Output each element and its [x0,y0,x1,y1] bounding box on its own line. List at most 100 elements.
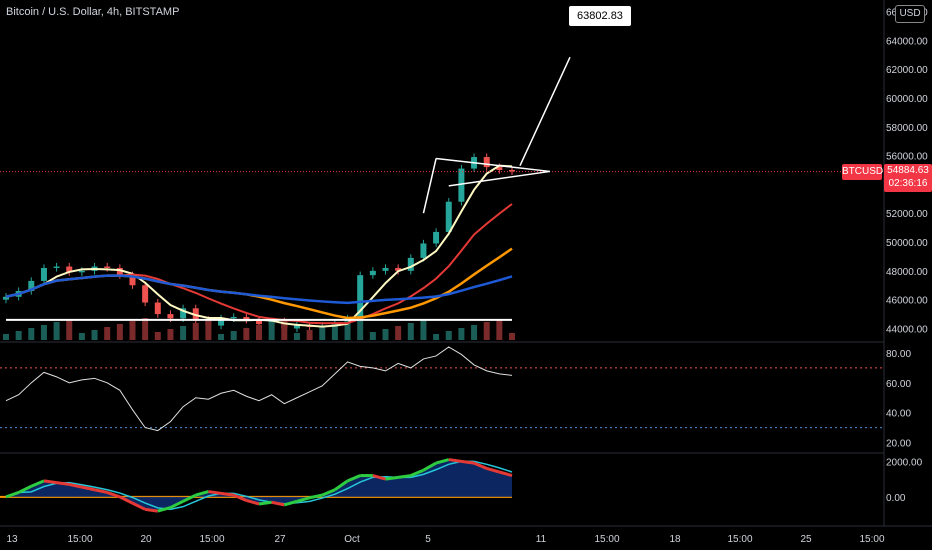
candle-body [433,231,440,244]
volume-bar [154,332,161,340]
macd-line-segment [131,501,146,511]
volume-bar [104,327,111,340]
time-tick-label: 25 [800,534,812,545]
volume-bar [268,322,275,340]
flagpole-line [422,158,437,214]
last-price-badge: 54884.63 02:36:16 [884,164,932,192]
time-tick-label: 15:00 [727,534,752,545]
price-tick-label: 60000.00 [886,94,928,105]
macd-line-segment [422,461,437,472]
volume-bar [28,328,35,340]
macd-line-segment [94,488,108,494]
volume-bar [344,321,351,340]
macd-line-segment [296,496,311,503]
volume-bar [180,326,187,340]
macd-line-segment [106,491,121,499]
macd-line-segment [258,500,272,506]
rsi-line [5,346,513,432]
volume-bar [116,324,123,340]
candle-body [66,266,73,273]
candle-body [243,316,250,320]
macd-line-segment [473,461,488,470]
candle-body [509,170,515,172]
macd-line-segment [410,468,425,477]
candle-body [407,257,414,271]
price-tick-label: 56000.00 [886,152,928,163]
volume-bar [230,331,237,340]
macd-line-segment [397,474,412,479]
volume-bar [496,319,503,340]
time-tick-label: 11 [536,534,547,545]
macd-line-segment [233,493,247,502]
candle-body [154,302,161,315]
macd-line-segment [498,470,513,477]
time-tick-label: 5 [425,534,431,545]
price-tick-label: 62000.00 [886,65,928,76]
macd-line-segment [309,493,323,500]
volume-bar [395,326,402,340]
volume-bar [40,325,47,340]
candle-body [483,157,490,168]
volume-bar [420,320,427,340]
macd-line-segment [81,485,95,492]
volume-bar [205,320,212,340]
volume-bar [66,319,73,340]
volume-bar [78,333,85,340]
volume-bar [53,322,60,340]
time-tick-label: 15:00 [67,534,92,545]
macd-line-segment [30,479,45,488]
candle-body [218,318,225,326]
time-tick-label: 20 [140,534,152,545]
candle-body [3,296,9,300]
candle-body [458,168,465,202]
macd-line-segment [182,493,197,503]
macd-line-segment [157,506,171,513]
macd-line-segment [5,491,20,499]
candle-body [293,325,300,329]
volume-bar [218,334,225,340]
target-price-callout[interactable]: 63802.83 [569,6,631,26]
volume-bar [433,334,440,340]
volume-bar [331,324,338,340]
volume-bar [281,319,288,340]
volume-bar [129,321,136,340]
rsi-tick-label: 40.00 [886,409,911,420]
time-tick-label: Oct [344,534,360,545]
projection-line [519,56,571,166]
price-tick-label: 48000.00 [886,267,928,278]
macd-line-segment [195,490,209,497]
candle-body [369,270,376,276]
candle-body [256,319,262,325]
currency-button[interactable]: USD [895,5,925,23]
candle-body [28,280,35,292]
candle-body [53,266,60,268]
time-tick-label: 15:00 [594,534,619,545]
macd-line-segment [68,482,83,489]
volume-bar [458,328,465,340]
macd-line-segment [144,507,159,513]
macd-tick-label: 0.00 [886,493,906,504]
candle-body [116,267,123,276]
volume-bar [192,323,199,340]
macd-line-segment [435,458,450,465]
time-tick-label: 15:00 [859,534,884,545]
volume-bar [3,334,9,340]
volume-bar [142,318,149,340]
volume-bar [15,331,22,340]
volume-bar [167,329,174,340]
candle-body [230,316,237,319]
price-tick-label: 50000.00 [886,238,928,249]
macd-line-segment [486,467,500,474]
volume-bar [445,331,452,340]
macd-line-segment [283,499,298,507]
volume-bar [293,333,300,340]
time-tick-label: 18 [669,534,681,545]
volume-bar [256,325,262,340]
candle-body [40,267,47,281]
rsi-tick-label: 20.00 [886,439,911,450]
candle-body [167,314,174,319]
candle-body [104,266,111,268]
volume-bar [407,323,414,340]
